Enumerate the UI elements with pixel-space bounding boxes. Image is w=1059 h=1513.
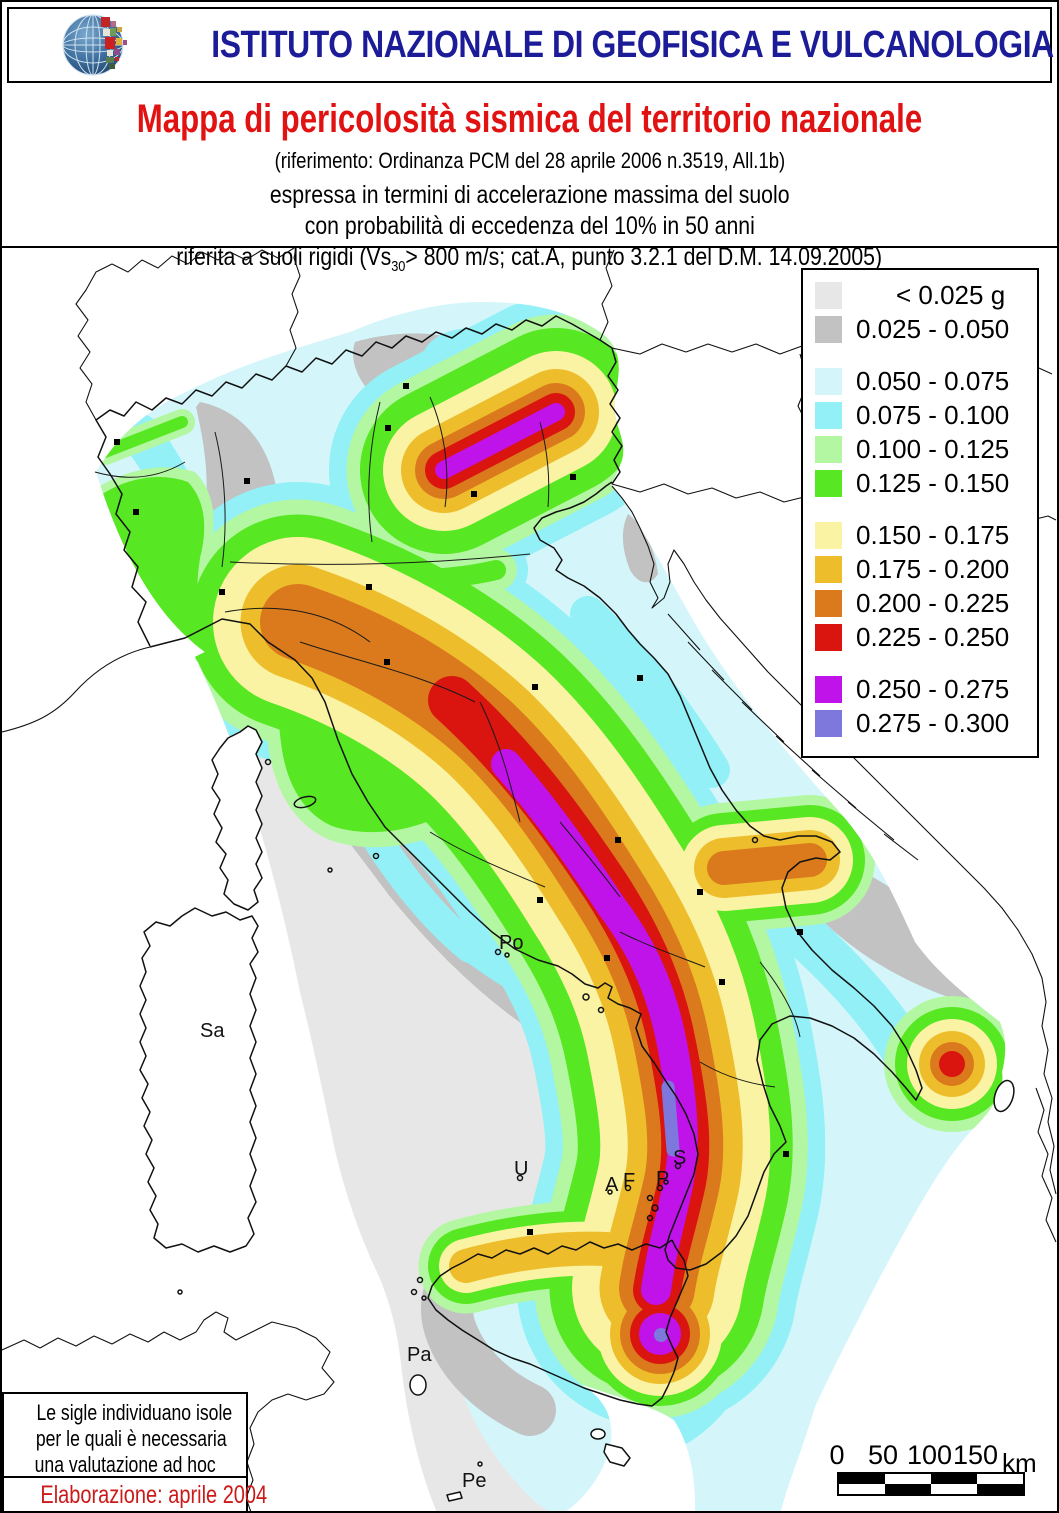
legend-swatch [815, 469, 842, 497]
legend-row: 0.025 - 0.050 [803, 312, 1037, 346]
island-label-pa: Pa [407, 1344, 432, 1366]
legend-row: 0.200 - 0.225 [803, 586, 1037, 620]
island-label-p: P [656, 1168, 670, 1190]
island-label-po: Po [499, 932, 524, 954]
island-label-s: S [673, 1147, 687, 1169]
scalebar-tick: 150 [953, 1440, 999, 1470]
note-line-2: per le quali è necessaria [35, 1426, 227, 1451]
elaboration-text: Elaborazione: aprile 2004 [40, 1481, 268, 1509]
ingv-globe-logo [62, 14, 127, 76]
legend-row: 0.075 - 0.100 [803, 398, 1037, 432]
hazard-map: Sa Po U A F P S Pa Pe < 0.025 g 0.025 - 0.050 0.05… [2, 246, 1057, 1511]
island-label-u: U [514, 1158, 529, 1180]
legend-swatch [815, 521, 842, 549]
page-title: Mappa di pericolosità sismica del territ… [136, 97, 923, 141]
legend-swatch [815, 589, 842, 617]
legend-swatch [815, 315, 842, 343]
legend-swatch [815, 555, 842, 583]
legend-label: 0.275 - 0.300 [856, 707, 1010, 738]
legend-label: < 0.025 g [896, 279, 1006, 310]
legend-swatch [815, 435, 842, 463]
small-islands [177, 758, 1015, 1502]
legend-swatch [815, 367, 842, 395]
legend-swatch [815, 709, 842, 737]
legend-row: 0.175 - 0.200 [803, 552, 1037, 586]
legend-rows: < 0.025 g 0.025 - 0.050 0.050 - 0.075 0.075… [803, 278, 1037, 740]
island-label-sa: Sa [200, 1020, 225, 1042]
reference-line: (riferimento: Ordinanza PCM del 28 april… [274, 148, 785, 173]
legend-label: 0.100 - 0.125 [856, 433, 1010, 464]
legend-swatch [815, 675, 842, 703]
note-line-1: Le sigle individuano isole [36, 1400, 233, 1425]
scalebar [837, 1472, 1025, 1496]
legend-row: 0.250 - 0.275 [803, 672, 1037, 706]
legend-label: 0.050 - 0.075 [856, 365, 1010, 396]
island-label-pe: Pe [462, 1470, 487, 1492]
logo-pixel-cluster [101, 17, 127, 69]
scalebar-tick: 50 [867, 1440, 899, 1470]
city-markers [114, 383, 803, 1235]
legend-swatch [815, 401, 842, 429]
legend-label: 0.075 - 0.100 [856, 399, 1010, 430]
scalebar-tick: 0 [829, 1440, 845, 1470]
legend-swatch [815, 281, 842, 309]
legend-label: 0.175 - 0.200 [856, 553, 1010, 584]
elaboration-box: Elaborazione: aprile 2004 [2, 1478, 267, 1511]
legend-row: 0.125 - 0.150 [803, 466, 1037, 500]
org-name: ISTITUTO NAZIONALE DI GEOFISICA E VULCAN… [211, 23, 1054, 66]
legend-row: 0.150 - 0.175 [803, 518, 1037, 552]
scalebar-tick: 100 [907, 1440, 953, 1470]
legend-label: 0.200 - 0.225 [856, 587, 1010, 618]
islands-note-box: Le sigle individuano isole per le quali … [2, 1392, 248, 1478]
legend-label: 0.150 - 0.175 [856, 519, 1010, 550]
island-label-a: A [605, 1174, 619, 1196]
legend-label: 0.250 - 0.275 [856, 673, 1010, 704]
legend-label: 0.125 - 0.150 [856, 467, 1010, 498]
legend-row: 0.050 - 0.075 [803, 364, 1037, 398]
legend-row: 0.275 - 0.300 [803, 706, 1037, 740]
island-label-f: F [623, 1170, 636, 1192]
legend-row: < 0.025 g [803, 278, 1037, 312]
legend-row: 0.100 - 0.125 [803, 432, 1037, 466]
note-line-3: una valutazione ad hoc [34, 1452, 216, 1477]
header-bar: ISTITUTO NAZIONALE DI GEOFISICA E VULCAN… [7, 7, 1054, 83]
legend-row: 0.225 - 0.250 [803, 620, 1037, 654]
legend-label: 0.025 - 0.050 [856, 313, 1010, 344]
legend-swatch [815, 623, 842, 651]
legend-box: < 0.025 g 0.025 - 0.050 0.050 - 0.075 0.075… [801, 268, 1039, 758]
legend-label: 0.225 - 0.250 [856, 621, 1010, 652]
